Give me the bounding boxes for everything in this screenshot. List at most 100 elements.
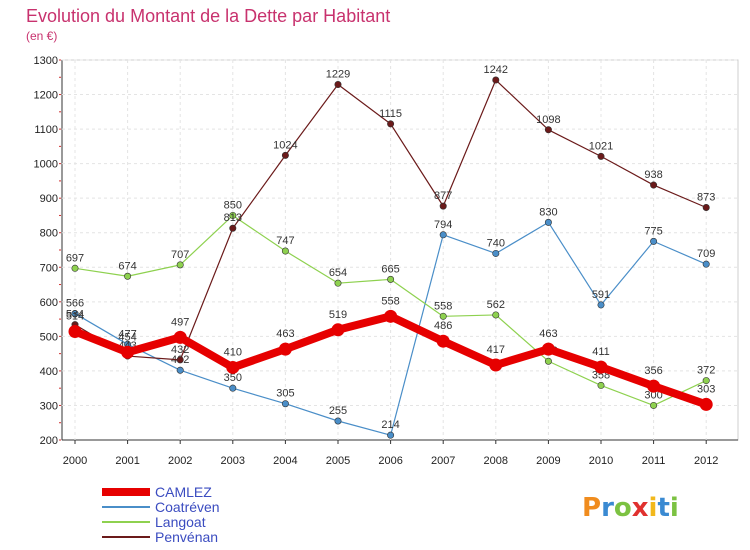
x-tick-label: 2005 xyxy=(326,455,350,467)
data-label: 665 xyxy=(381,263,399,275)
legend-label: Langoat xyxy=(155,514,206,530)
data-point xyxy=(650,181,658,189)
x-tick-label: 2001 xyxy=(115,455,139,467)
data-label: 519 xyxy=(329,309,347,321)
x-tick-label: 2009 xyxy=(536,455,560,467)
data-point xyxy=(544,126,552,134)
x-tick-label: 2000 xyxy=(63,455,87,467)
data-label: 305 xyxy=(276,388,294,400)
data-point xyxy=(278,342,292,356)
y-tick-label: 1300 xyxy=(34,55,58,67)
data-point xyxy=(702,377,710,385)
data-point xyxy=(281,151,289,159)
data-point xyxy=(176,356,184,364)
series-group: 5664774023503052552147947408305917757096… xyxy=(66,64,715,439)
data-point xyxy=(647,379,661,393)
x-tick-label: 2012 xyxy=(694,455,718,467)
data-label: 794 xyxy=(434,219,452,231)
data-label: 463 xyxy=(539,328,557,340)
data-point xyxy=(121,345,135,359)
legend-label: CAMLEZ xyxy=(155,484,212,500)
data-label: 497 xyxy=(171,316,189,328)
data-label: 674 xyxy=(118,260,136,272)
data-point xyxy=(650,401,658,409)
data-point xyxy=(544,357,552,365)
x-tick-label: 2006 xyxy=(378,455,402,467)
data-point xyxy=(387,431,395,439)
y-tick-label: 800 xyxy=(40,228,58,240)
data-point xyxy=(68,325,82,339)
x-axis: 2000 2001 2002 2003 2004 2005 2006 2007 2008 2009… xyxy=(63,440,718,467)
data-label: 558 xyxy=(381,295,399,307)
y-tick-label: 600 xyxy=(40,297,58,309)
data-point xyxy=(71,310,79,318)
data-point xyxy=(650,237,658,245)
data-label: 454 xyxy=(118,331,136,343)
data-label: 514 xyxy=(66,311,84,323)
x-tick-label: 2003 xyxy=(221,455,245,467)
y-tick-label: 500 xyxy=(40,331,58,343)
data-point xyxy=(702,260,710,268)
data-label: 850 xyxy=(224,199,242,211)
data-point xyxy=(492,311,500,319)
y-tick-label: 1000 xyxy=(34,159,58,171)
data-point xyxy=(439,231,447,239)
data-point xyxy=(124,272,132,280)
data-label: 255 xyxy=(329,405,347,417)
data-point xyxy=(439,202,447,210)
data-point xyxy=(597,152,605,160)
data-label: 350 xyxy=(224,372,242,384)
data-label: 356 xyxy=(644,365,662,377)
data-point xyxy=(176,261,184,269)
data-point xyxy=(541,342,555,356)
series-camlez: 514 454 497 410 463 519 558 486 417 463 411 356 303 xyxy=(66,295,715,411)
chart-subtitle: (en €) xyxy=(26,29,57,43)
data-label: 1229 xyxy=(326,69,350,81)
data-point xyxy=(544,218,552,226)
data-point xyxy=(71,264,79,272)
data-label: 411 xyxy=(592,346,610,358)
proxiti-logo: Proxiti xyxy=(582,493,679,523)
data-point xyxy=(439,312,447,320)
data-point xyxy=(226,360,240,374)
data-point xyxy=(597,381,605,389)
data-point xyxy=(176,366,184,374)
data-point xyxy=(229,224,237,232)
data-point xyxy=(334,417,342,425)
data-label: 1021 xyxy=(589,140,613,152)
x-tick-label: 2002 xyxy=(168,455,192,467)
data-label: 1115 xyxy=(379,108,402,120)
data-label: 1242 xyxy=(484,64,508,76)
y-axis: 200 300 400 500 600 700 800 900 1000 1100 1200 1300 xyxy=(34,55,61,447)
data-point xyxy=(699,397,713,411)
series-penv-nan: 5344434328131024122911158771242109810219… xyxy=(66,64,715,364)
data-label: 707 xyxy=(171,249,189,261)
data-label: 486 xyxy=(434,320,452,332)
data-point xyxy=(384,309,398,323)
y-tick-label: 1200 xyxy=(34,90,58,102)
x-tick-label: 2011 xyxy=(642,455,666,467)
y-tick-label: 300 xyxy=(40,400,58,412)
data-point xyxy=(436,334,450,348)
data-label: 813 xyxy=(224,212,242,224)
data-point xyxy=(331,323,345,337)
x-tick-label: 2008 xyxy=(484,455,508,467)
data-label: 775 xyxy=(644,225,662,237)
data-label: 747 xyxy=(276,235,294,247)
data-label: 372 xyxy=(697,365,715,377)
data-point xyxy=(173,330,187,344)
data-label: 740 xyxy=(487,237,505,249)
data-label: 566 xyxy=(66,298,84,310)
data-label: 463 xyxy=(276,328,294,340)
data-label: 534 xyxy=(66,309,84,321)
data-label: 417 xyxy=(487,344,505,356)
data-point xyxy=(334,279,342,287)
data-label: 709 xyxy=(697,248,715,260)
data-point xyxy=(229,384,237,392)
y-tick-label: 700 xyxy=(40,262,58,274)
y-tick-label: 400 xyxy=(40,366,58,378)
data-label: 1024 xyxy=(273,139,297,151)
data-label: 562 xyxy=(487,299,505,311)
data-point xyxy=(492,76,500,84)
data-label: 300 xyxy=(644,389,662,401)
